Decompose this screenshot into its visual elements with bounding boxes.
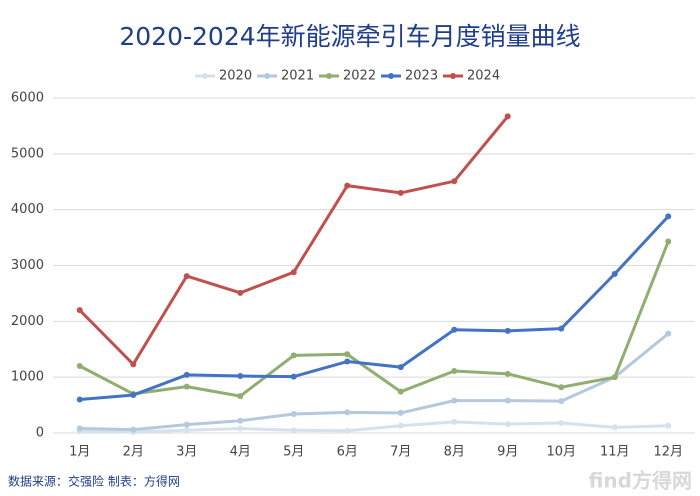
data-point [451, 418, 458, 425]
watermark: find方得网 [589, 469, 692, 493]
data-point [237, 417, 244, 424]
data-point [76, 396, 83, 403]
y-tick-label: 6000 [11, 91, 44, 106]
data-point [558, 398, 565, 405]
data-point [237, 425, 244, 432]
y-tick-label: 1000 [11, 370, 44, 385]
x-tick-label: 2月 [123, 445, 144, 460]
chart-title: 2020-2024年新能源牵引车月度销量曲线 [119, 22, 580, 51]
data-point [290, 427, 297, 434]
legend-label: 2024 [467, 69, 500, 84]
data-point [504, 370, 511, 377]
data-point [290, 352, 297, 359]
legend-label: 2022 [343, 69, 376, 84]
data-point [183, 421, 190, 428]
series-line [79, 420, 669, 434]
legend-label: 2021 [281, 69, 314, 84]
x-tick-label: 12月 [653, 445, 683, 460]
legend-marker [326, 73, 332, 79]
data-point [76, 425, 83, 432]
data-point [665, 238, 672, 245]
x-tick-label: 4月 [230, 445, 251, 460]
legend-marker [450, 73, 456, 79]
series-line [79, 332, 670, 432]
data-point [183, 371, 190, 378]
data-point [344, 351, 351, 358]
series-line [79, 215, 670, 401]
data-point [130, 392, 137, 399]
y-tick-label: 4000 [11, 202, 44, 217]
data-point [344, 182, 351, 189]
x-tick-label: 5月 [283, 445, 304, 460]
x-tick-label: 1月 [69, 445, 90, 460]
data-point [665, 213, 672, 220]
legend-label: 2020 [219, 69, 252, 84]
data-point [558, 325, 565, 332]
legend-marker [264, 73, 270, 79]
data-point [290, 373, 297, 380]
data-point [451, 368, 458, 375]
legend-marker [388, 73, 394, 79]
data-point [397, 388, 404, 395]
data-point [451, 326, 458, 333]
legend-marker [202, 73, 208, 79]
data-point [237, 289, 244, 296]
data-point [344, 409, 351, 416]
data-point [76, 363, 83, 369]
data-point [451, 178, 458, 185]
data-point [397, 422, 404, 429]
x-tick-label: 11月 [600, 445, 630, 460]
data-point [504, 113, 511, 120]
data-point [397, 189, 404, 196]
data-point [504, 397, 511, 404]
footer: 数据来源：交强险 制表：方得网 [8, 474, 180, 489]
series-line [79, 240, 670, 398]
x-tick-label: 6月 [337, 445, 358, 460]
data-point [504, 421, 511, 428]
x-tick-label: 7月 [390, 445, 411, 460]
data-point [183, 383, 190, 390]
data-point [130, 426, 137, 433]
data-point [290, 269, 297, 276]
data-point [344, 427, 351, 434]
data-point [665, 330, 672, 337]
data-point [130, 361, 137, 368]
data-point [558, 384, 565, 391]
x-tick-label: 3月 [176, 445, 197, 460]
data-point [451, 397, 458, 404]
y-tick-label: 3000 [11, 258, 44, 273]
data-point [290, 411, 297, 418]
data-point [344, 358, 351, 365]
x-tick-label: 9月 [497, 445, 518, 460]
data-point [504, 327, 511, 334]
y-tick-label: 0 [36, 426, 44, 441]
y-tick-label: 5000 [11, 146, 44, 161]
data-point [237, 373, 244, 380]
data-point [665, 422, 672, 429]
data-point [558, 419, 565, 426]
data-point [397, 364, 404, 371]
legend-label: 2023 [405, 69, 438, 84]
data-point [183, 427, 190, 434]
data-point [611, 424, 618, 431]
data-point [237, 393, 244, 400]
data-point [611, 270, 618, 277]
data-point [76, 307, 83, 314]
x-tick-label: 8月 [444, 445, 465, 460]
data-point [611, 374, 618, 381]
y-tick-label: 2000 [11, 314, 44, 329]
data-point [397, 409, 404, 416]
data-point [183, 273, 190, 280]
x-tick-label: 10月 [546, 445, 576, 460]
